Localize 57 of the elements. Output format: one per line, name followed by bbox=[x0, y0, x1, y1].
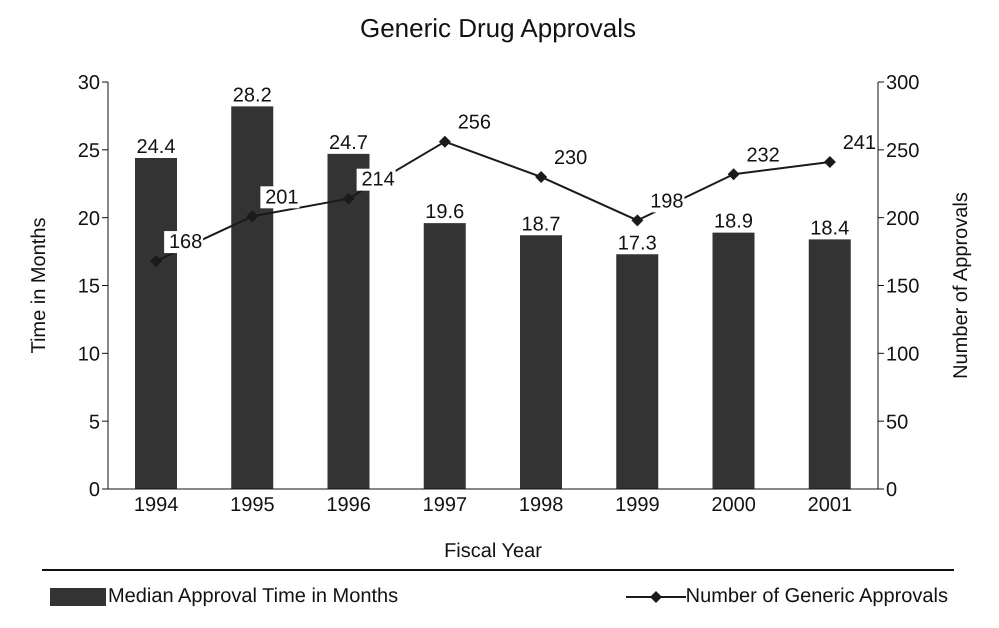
y-tick-label: 15 bbox=[78, 276, 100, 298]
data-label: 230 bbox=[554, 146, 588, 169]
y2-axis-title: Number of Approvals bbox=[950, 192, 972, 379]
point bbox=[728, 168, 740, 180]
x-axis-title: Fiscal Year bbox=[444, 540, 542, 562]
data-label: 18.4 bbox=[810, 217, 850, 240]
y2-tick-label: 200 bbox=[886, 208, 920, 230]
chart-title: Generic Drug Approvals bbox=[358, 12, 638, 45]
point bbox=[535, 170, 548, 183]
point bbox=[631, 214, 644, 226]
data-label: 198 bbox=[650, 190, 684, 212]
point bbox=[438, 136, 451, 148]
point bbox=[824, 156, 836, 168]
legend-label: Number of Generic Approvals bbox=[686, 585, 948, 608]
data-label: 214 bbox=[361, 168, 395, 191]
data-label: 256 bbox=[458, 112, 492, 134]
legend-label: Median Approval Time in Months bbox=[108, 585, 398, 608]
data-label: 18.9 bbox=[714, 210, 753, 233]
bar bbox=[520, 235, 562, 489]
data-label: 201 bbox=[265, 186, 299, 208]
y-tick-label: 25 bbox=[78, 140, 100, 162]
data-label: 19.6 bbox=[425, 201, 464, 224]
data-label: 241 bbox=[842, 132, 876, 154]
x-tick-label: 2001 bbox=[808, 494, 852, 516]
data-label: 24.7 bbox=[329, 132, 368, 154]
x-tick-label: 1997 bbox=[422, 494, 468, 516]
y2-tick-label: 50 bbox=[886, 411, 908, 434]
bar bbox=[712, 232, 754, 489]
point bbox=[342, 192, 355, 205]
y2-tick-label: 0 bbox=[886, 479, 898, 502]
data-label: 28.2 bbox=[232, 84, 272, 106]
y-tick-label: 20 bbox=[78, 208, 100, 230]
y-tick-label: 10 bbox=[78, 343, 100, 366]
data-label: 24.4 bbox=[136, 136, 176, 158]
bar bbox=[808, 239, 851, 489]
x-tick-label: 1996 bbox=[326, 494, 371, 516]
y-tick-label: 0 bbox=[88, 479, 100, 502]
data-label: 18.7 bbox=[522, 213, 560, 236]
y2-tick-label: 300 bbox=[886, 72, 920, 94]
x-tick-label: 1994 bbox=[134, 494, 178, 516]
x-tick-label: 1999 bbox=[615, 494, 660, 516]
bar bbox=[616, 254, 658, 489]
x-tick-label: 1998 bbox=[518, 494, 564, 516]
bar bbox=[424, 223, 466, 489]
point bbox=[246, 210, 258, 222]
x-tick-label: 2000 bbox=[711, 494, 756, 516]
y-tick-label: 30 bbox=[78, 72, 100, 94]
y2-tick-label: 250 bbox=[886, 140, 920, 162]
y2-tick-label: 100 bbox=[886, 343, 920, 366]
data-label: 168 bbox=[168, 231, 202, 254]
point bbox=[150, 255, 162, 268]
y-axis-title: Time in Months bbox=[28, 218, 50, 354]
x-tick-label: 1995 bbox=[230, 494, 275, 516]
data-label: 17.3 bbox=[618, 232, 657, 254]
y2-tick-label: 150 bbox=[886, 276, 920, 298]
data-label: 232 bbox=[746, 144, 780, 166]
y-tick-label: 5 bbox=[88, 411, 100, 434]
